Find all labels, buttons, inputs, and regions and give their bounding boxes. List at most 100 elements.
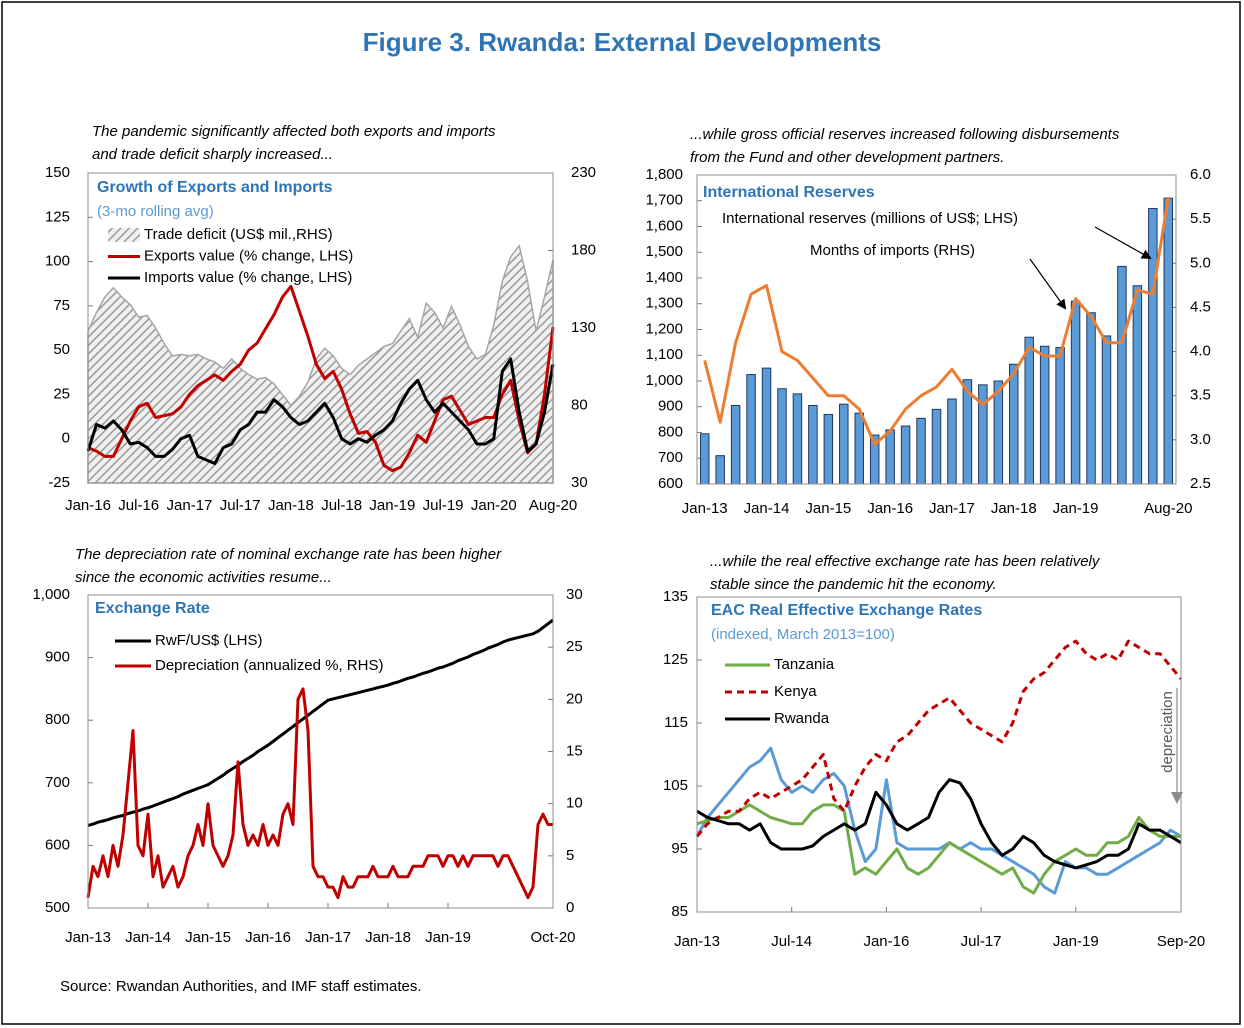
y2-tick-label: 30 <box>571 474 588 491</box>
bar <box>854 412 864 485</box>
bar <box>978 384 988 485</box>
y-tick-label: 900 <box>658 398 683 415</box>
y2-tick-label: 4.5 <box>1190 298 1211 315</box>
plot-frame <box>87 172 554 484</box>
x-tick-label: Jan-17 <box>305 929 351 946</box>
x-tick-label: Jan-16 <box>245 929 291 946</box>
x-tick-label: Jan-16 <box>65 497 111 514</box>
y-tick-label: 95 <box>671 840 688 857</box>
bar <box>1117 265 1127 485</box>
y2-tick-label: 3.0 <box>1190 431 1211 448</box>
x-tick-label: Oct-20 <box>530 929 575 946</box>
x-tick-label: Jan-19 <box>369 497 415 514</box>
y2-tick-label: 5.5 <box>1190 210 1211 227</box>
x-tick-label: Jan-18 <box>268 497 314 514</box>
y-tick-label: 25 <box>53 385 70 402</box>
line <box>696 803 1181 895</box>
legend-swatch <box>108 228 140 242</box>
chart-caption: stable since the pandemic hit the econom… <box>710 576 997 593</box>
x-tick-label: Jan-17 <box>167 497 213 514</box>
chart-caption: and trade deficit sharply increased... <box>92 146 333 163</box>
annotation-arrow <box>1029 258 1067 310</box>
x-tick-label: Jul-14 <box>771 933 812 950</box>
y2-tick-label: 180 <box>571 241 596 258</box>
y-tick-label: 85 <box>671 903 688 920</box>
line <box>87 618 554 827</box>
x-tick-label: Jan-17 <box>929 500 975 517</box>
x-tick-label: Jan-15 <box>185 929 231 946</box>
chart-title: Exchange Rate <box>95 600 210 617</box>
bar <box>1086 312 1096 485</box>
x-tick-label: Aug-20 <box>1144 500 1192 517</box>
chart-subtitle: (indexed, March 2013=100) <box>711 626 895 643</box>
y2-tick-label: 80 <box>571 396 588 413</box>
legend-label: International reserves (millions of US$;… <box>722 210 1018 227</box>
x-tick-label: Jan-19 <box>425 929 471 946</box>
bar <box>900 425 911 485</box>
y2-tick-label: 15 <box>566 742 583 759</box>
x-tick-label: Jan-16 <box>863 933 909 950</box>
y-tick-label: 600 <box>658 475 683 492</box>
annotation-arrow <box>1094 226 1152 259</box>
y-tick-label: 600 <box>45 836 70 853</box>
bar <box>1024 336 1034 485</box>
legend-label: Rwanda <box>774 710 830 727</box>
y-tick-label: -25 <box>48 474 70 491</box>
x-tick-label: Jul-19 <box>423 497 464 514</box>
y2-tick-label: 5.0 <box>1190 254 1211 271</box>
bar <box>761 367 772 485</box>
x-tick-label: Jan-13 <box>682 500 728 517</box>
bar <box>1039 345 1050 485</box>
bar <box>823 413 834 485</box>
bar <box>839 403 849 485</box>
y-tick-label: 700 <box>45 774 70 791</box>
x-tick-label: Jan-16 <box>867 500 913 517</box>
x-tick-label: Aug-20 <box>529 497 577 514</box>
legend-label: Tanzania <box>774 656 835 673</box>
legend-label: Imports value (% change, LHS) <box>144 269 352 286</box>
y2-tick-label: 3.5 <box>1190 387 1211 404</box>
x-tick-label: Jan-14 <box>125 929 171 946</box>
y2-tick-label: 0 <box>566 899 574 916</box>
y-tick-label: 500 <box>45 899 70 916</box>
source-note: Source: Rwandan Authorities, and IMF sta… <box>60 978 422 995</box>
line <box>87 284 555 473</box>
chart-caption: ...while gross official reserves increas… <box>690 126 1120 143</box>
y2-tick-label: 25 <box>566 638 583 655</box>
y-tick-label: 1,100 <box>645 346 683 363</box>
y-tick-label: 1,800 <box>645 166 683 183</box>
x-tick-label: Jan-18 <box>991 500 1037 517</box>
plot-frame <box>696 596 1182 913</box>
x-tick-label: Jan-13 <box>65 929 111 946</box>
chart-title: EAC Real Effective Exchange Rates <box>711 602 982 619</box>
x-tick-label: Jan-20 <box>471 497 517 514</box>
chart-caption: from the Fund and other development part… <box>690 149 1004 166</box>
chart-caption: The pandemic significantly affected both… <box>92 123 496 140</box>
x-tick-label: Jan-18 <box>365 929 411 946</box>
bar <box>993 380 1004 485</box>
x-tick-label: Jul-17 <box>961 933 1002 950</box>
y2-tick-label: 6.0 <box>1190 166 1211 183</box>
y-tick-label: 700 <box>658 449 683 466</box>
chart-title: Growth of Exports and Imports <box>97 179 333 196</box>
y2-tick-label: 4.0 <box>1190 343 1211 360</box>
y2-tick-label: 20 <box>566 690 583 707</box>
x-tick-label: Jan-14 <box>744 500 790 517</box>
annotation: depreciation <box>1159 691 1176 773</box>
legend-label: Exports value (% change, LHS) <box>144 247 353 264</box>
y-tick-label: 135 <box>663 588 688 605</box>
legend-label: Kenya <box>774 683 817 700</box>
y-tick-label: 50 <box>53 341 70 358</box>
y-tick-label: 1,500 <box>645 243 683 260</box>
bar <box>715 455 725 485</box>
bar <box>777 388 787 485</box>
bar <box>808 404 818 485</box>
bar <box>1163 197 1174 485</box>
legend-label: RwF/US$ (LHS) <box>155 632 263 649</box>
y-tick-label: 1,200 <box>645 320 683 337</box>
y2-tick-label: 10 <box>566 795 583 812</box>
y-tick-label: 1,400 <box>645 269 683 286</box>
plot-frame <box>696 174 1177 485</box>
y-tick-label: 1,000 <box>645 372 683 389</box>
